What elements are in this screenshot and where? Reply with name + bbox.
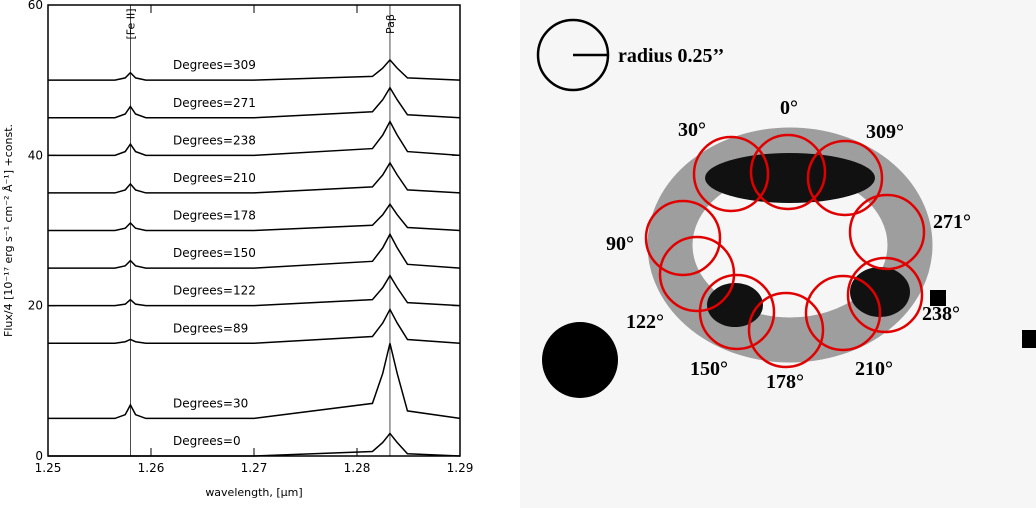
aperture-circle [644,199,722,277]
spectrum-line [48,86,461,119]
x-tick-label: 1.27 [241,461,268,475]
star [542,322,618,398]
angle-label: 271° [933,211,971,233]
scale-label: radius 0.25’’ [618,45,724,67]
spectrum-line [48,232,461,269]
annotation-label: Paβ [384,14,397,34]
ring-bright-top [705,153,875,203]
ring-bright-right [850,267,910,317]
series-label: Degrees=30 [173,396,248,410]
spectrum-line [48,202,461,232]
aperture-circle [806,139,884,217]
series-label: Degrees=238 [173,133,256,147]
image-background [520,0,1036,508]
angle-label: 238° [922,303,960,325]
aperture-circle [848,193,926,271]
annotation-label: [Fe II] [124,8,137,39]
spectrum-line [48,307,461,344]
star-edge [1022,330,1036,348]
series-label: Degrees=122 [173,284,256,298]
spectrum-line [48,432,461,457]
angle-label: 0° [780,97,798,119]
y-tick-label: 60 [28,0,43,12]
image-overlay: radius 0.25’’ 30° 0° 309° 271° 238° 210° 178° 15… [536,18,971,393]
x-tick-label: 1.25 [35,461,62,475]
pixel-spot [930,290,946,306]
spectrum-line [48,58,461,81]
angle-label: 210° [855,358,893,380]
aperture-circle [692,135,770,213]
spectra-plot: 1.25 1.26 1.27 1.28 1.29 0 20 40 60 wavelength, [… [2,0,473,499]
ring-glow [647,127,933,363]
aperture-circle [747,291,825,369]
series-label: Degrees=150 [173,246,256,260]
angle-label: 309° [866,121,904,143]
aperture-circle [749,133,827,211]
series-label: Degrees=178 [173,209,256,223]
angle-label: 150° [690,358,728,380]
angle-label: 30° [678,119,706,141]
y-axis-label: Flux/4 [10⁻¹⁷ erg s⁻¹ cm⁻² Å⁻¹] +const. [2,124,15,337]
x-tick-label: 1.29 [447,461,474,475]
series-label: Degrees=271 [173,96,256,110]
spectrum-line [48,343,461,420]
aperture-circle [846,256,924,334]
angle-label: 178° [766,371,804,393]
y-tick-label: 20 [28,299,43,313]
sky-image [520,0,1036,508]
spectrum-line [48,161,461,194]
spectrum-line [48,274,461,307]
aperture-circle [804,274,882,352]
y-tick-label: 0 [35,449,43,463]
x-axis-label: wavelength, [μm] [205,486,302,499]
aperture-circle [658,235,736,313]
y-tick-label: 40 [28,148,43,162]
spectrum-line [48,119,461,157]
series-label: Degrees=0 [173,434,241,448]
series-label: Degrees=89 [173,321,248,335]
angle-label: 90° [606,233,634,255]
series-label: Degrees=309 [173,58,256,72]
ring-bright-left [707,283,763,327]
series-label: Degrees=210 [173,171,256,185]
x-tick-label: 1.28 [344,461,371,475]
x-tick-label: 1.26 [138,461,165,475]
angle-label: 122° [626,311,664,333]
